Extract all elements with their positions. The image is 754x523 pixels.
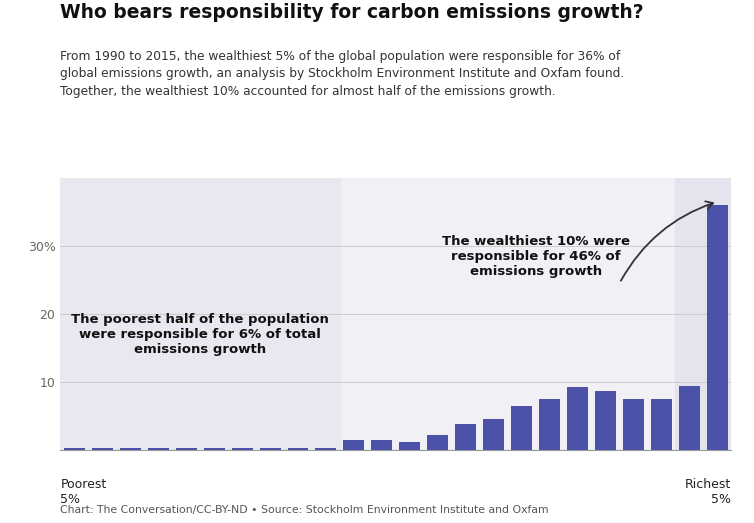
Bar	[400, 441, 420, 450]
Text: From 1990 to 2015, the wealthiest 5% of the global population were responsible f: From 1990 to 2015, the wealthiest 5% of …	[60, 50, 624, 98]
Bar	[343, 440, 364, 450]
Text: Richest
5%: Richest 5%	[685, 479, 731, 506]
Bar	[455, 424, 477, 450]
Bar	[623, 399, 644, 450]
Bar	[595, 391, 616, 450]
Bar	[679, 386, 700, 450]
Bar	[120, 448, 141, 450]
Bar	[676, 178, 731, 450]
Bar	[287, 448, 308, 450]
Bar	[176, 448, 197, 450]
Bar	[539, 399, 560, 450]
Text: The wealthiest 10% were
responsible for 46% of
emissions growth: The wealthiest 10% were responsible for …	[442, 234, 630, 278]
Bar	[259, 448, 280, 450]
Bar	[428, 435, 449, 450]
Bar	[64, 448, 84, 450]
Bar	[60, 178, 340, 450]
Bar	[204, 448, 225, 450]
Text: Who bears responsibility for carbon emissions growth?: Who bears responsibility for carbon emis…	[60, 3, 644, 21]
Bar	[511, 406, 532, 450]
Bar	[92, 448, 113, 450]
Text: Chart: The Conversation/CC-BY-ND • Source: Stockholm Environment Institute and O: Chart: The Conversation/CC-BY-ND • Sourc…	[60, 505, 549, 515]
Bar	[483, 419, 504, 450]
Bar	[315, 448, 336, 450]
Text: The poorest half of the population
were responsible for 6% of total
emissions gr: The poorest half of the population were …	[71, 313, 329, 356]
Bar	[372, 440, 392, 450]
Bar	[231, 448, 253, 450]
Bar	[707, 205, 728, 450]
Bar	[567, 386, 588, 450]
Bar	[148, 448, 169, 450]
Bar	[651, 399, 672, 450]
Text: Poorest
5%: Poorest 5%	[60, 479, 106, 506]
